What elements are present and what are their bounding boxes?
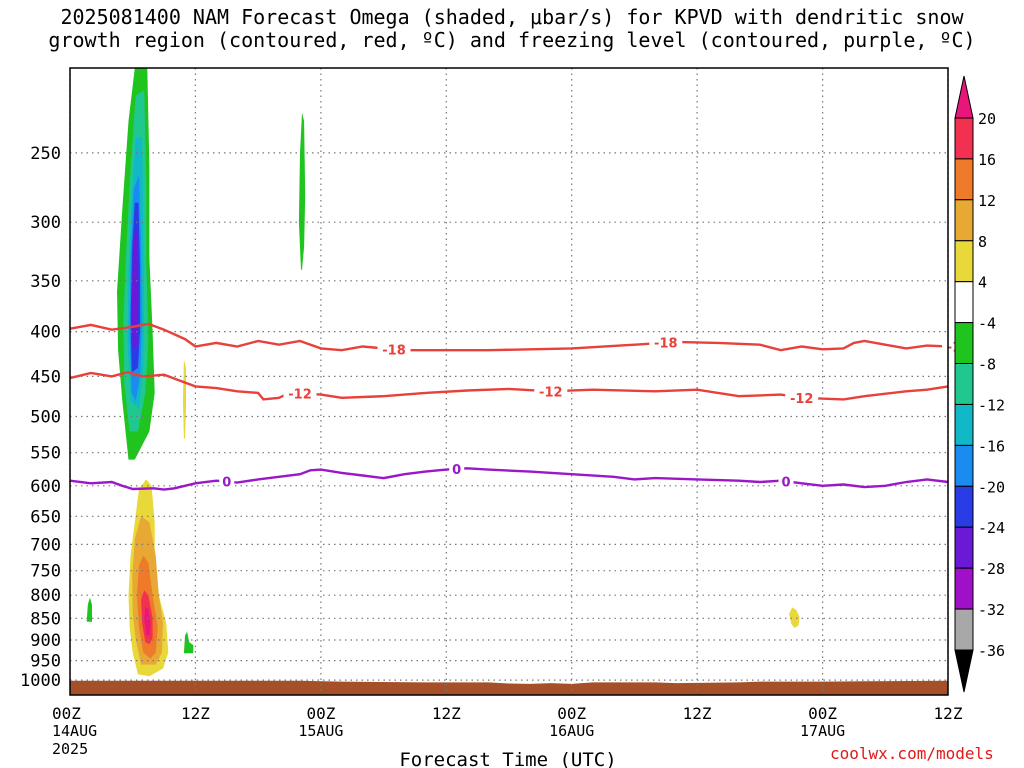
x-tick-label: 00Z bbox=[52, 704, 81, 723]
x-tick-label: 00Z bbox=[557, 704, 586, 723]
colorbar-swatch bbox=[954, 281, 974, 324]
y-tick-label: 650 bbox=[30, 507, 61, 527]
chart-title-line-2: growth region (contoured, red, ºC) and f… bbox=[48, 28, 976, 52]
y-tick-label: 350 bbox=[30, 272, 61, 292]
omega-shading-layer bbox=[86, 68, 800, 677]
contour-label-bg bbox=[778, 473, 794, 490]
omega-region-9 bbox=[182, 359, 186, 439]
chart-title-line-1: 2025081400 NAM Forecast Omega (shaded, μ… bbox=[60, 5, 964, 29]
colorbar-swatch bbox=[954, 608, 974, 651]
x-tick-label: 12Z bbox=[432, 704, 461, 723]
x-tick-date: 14AUG bbox=[52, 722, 97, 740]
contour-label-bg bbox=[219, 473, 235, 490]
colorbar-label: -32 bbox=[978, 601, 1005, 619]
chart-title: 2025081400 NAM Forecast Omega (shaded, μ… bbox=[0, 6, 1024, 52]
colorbar-top-arrow bbox=[954, 75, 974, 119]
colorbar-label: -24 bbox=[978, 519, 1005, 537]
y-tick-label: 800 bbox=[30, 586, 61, 606]
colorbar-swatch bbox=[954, 363, 974, 405]
contour-label-bg bbox=[377, 341, 411, 358]
colorbar-swatch bbox=[954, 485, 974, 528]
y-tick-label: 300 bbox=[30, 213, 61, 233]
x-tick-label: 00Z bbox=[808, 704, 837, 723]
colorbar-label: -16 bbox=[978, 437, 1005, 455]
y-tick-label: 550 bbox=[30, 444, 61, 464]
terrain-layer bbox=[70, 680, 948, 695]
omega-region-5 bbox=[131, 222, 139, 351]
colorbar-label: -28 bbox=[978, 560, 1005, 578]
contour-line--18 bbox=[69, 322, 949, 352]
colorbar-label: 8 bbox=[978, 233, 987, 251]
y-tick-label: 450 bbox=[30, 367, 61, 387]
colorbar-label: -8 bbox=[978, 356, 996, 374]
colorbar-swatch bbox=[954, 322, 974, 365]
colorbar-bottom-arrow bbox=[954, 649, 974, 693]
colorbar-label: 20 bbox=[978, 110, 996, 128]
colorbar-label: 16 bbox=[978, 151, 996, 169]
plot-border bbox=[69, 67, 949, 696]
y-tick-label: 600 bbox=[30, 477, 61, 497]
contour-label-bg bbox=[785, 389, 819, 406]
colorbar-swatch bbox=[954, 404, 974, 446]
y-tick-label: 500 bbox=[30, 408, 61, 428]
colorbar-label: -12 bbox=[978, 397, 1005, 415]
colorbar-swatch bbox=[954, 158, 974, 201]
colorbar-label: 12 bbox=[978, 192, 996, 210]
y-tick-label: 400 bbox=[30, 323, 61, 343]
x-tick-year: 2025 bbox=[52, 740, 88, 758]
contour-line-0 bbox=[69, 467, 949, 491]
contour-label: 0 bbox=[781, 475, 790, 490]
colorbar-swatch bbox=[954, 199, 974, 242]
x-tick-label: 12Z bbox=[181, 704, 210, 723]
colorbar: 20 16 12 8 4 -4 -8 -12 -16 -20 -24 -28 -32 -36 bbox=[954, 75, 1005, 693]
contour-label: -12 bbox=[539, 385, 563, 400]
axes: 2503003504004505005506006507007508008509… bbox=[20, 144, 963, 758]
site-credit: coolwx.com/models bbox=[830, 744, 994, 763]
y-tick-label: 700 bbox=[30, 535, 61, 555]
y-tick-label: 250 bbox=[30, 144, 61, 164]
contour-label: -18 bbox=[382, 343, 406, 358]
colorbar-label: -4 bbox=[978, 315, 996, 333]
colorbar-swatch bbox=[954, 444, 974, 487]
omega-region-6 bbox=[298, 112, 306, 270]
omega-region-11 bbox=[789, 607, 800, 628]
contour-label-bg bbox=[283, 385, 317, 402]
x-tick-date: 15AUG bbox=[298, 722, 343, 740]
contour-label: 0 bbox=[452, 463, 461, 478]
omega-region-15 bbox=[144, 606, 151, 636]
x-axis-label: Forecast Time (UTC) bbox=[399, 749, 616, 768]
colorbar-label: 4 bbox=[978, 274, 987, 292]
y-tick-label: 1000 bbox=[20, 671, 61, 691]
colorbar-label: -20 bbox=[978, 478, 1005, 496]
contour-label-bg bbox=[534, 383, 568, 400]
y-tick-label: 950 bbox=[30, 652, 61, 672]
colorbar-swatch bbox=[954, 526, 974, 569]
colorbar-swatch bbox=[954, 240, 974, 283]
y-tick-label: 900 bbox=[30, 631, 61, 651]
x-tick-label: 12Z bbox=[934, 704, 963, 723]
x-tick-date: 16AUG bbox=[549, 722, 594, 740]
colorbar-label: -36 bbox=[978, 642, 1005, 660]
x-tick-label: 12Z bbox=[683, 704, 712, 723]
colorbar-swatch bbox=[954, 117, 974, 160]
y-tick-label: 850 bbox=[30, 609, 61, 629]
omega-region-7 bbox=[86, 597, 92, 622]
contour-label: -18 bbox=[654, 337, 678, 352]
terrain-band bbox=[70, 680, 948, 695]
gridlines bbox=[69, 68, 949, 695]
contour-label: -12 bbox=[790, 392, 814, 407]
x-tick-label: 00Z bbox=[306, 704, 335, 723]
omega-region-8 bbox=[183, 631, 194, 654]
y-tick-label: 750 bbox=[30, 562, 61, 582]
plot-frame bbox=[69, 67, 949, 696]
colorbar-swatch bbox=[954, 567, 974, 610]
x-tick-date: 17AUG bbox=[800, 722, 845, 740]
contour-label: -12 bbox=[288, 388, 312, 403]
contour-label-bg bbox=[649, 334, 683, 351]
contour-label: 0 bbox=[222, 476, 231, 491]
contour-label-bg bbox=[449, 461, 465, 477]
